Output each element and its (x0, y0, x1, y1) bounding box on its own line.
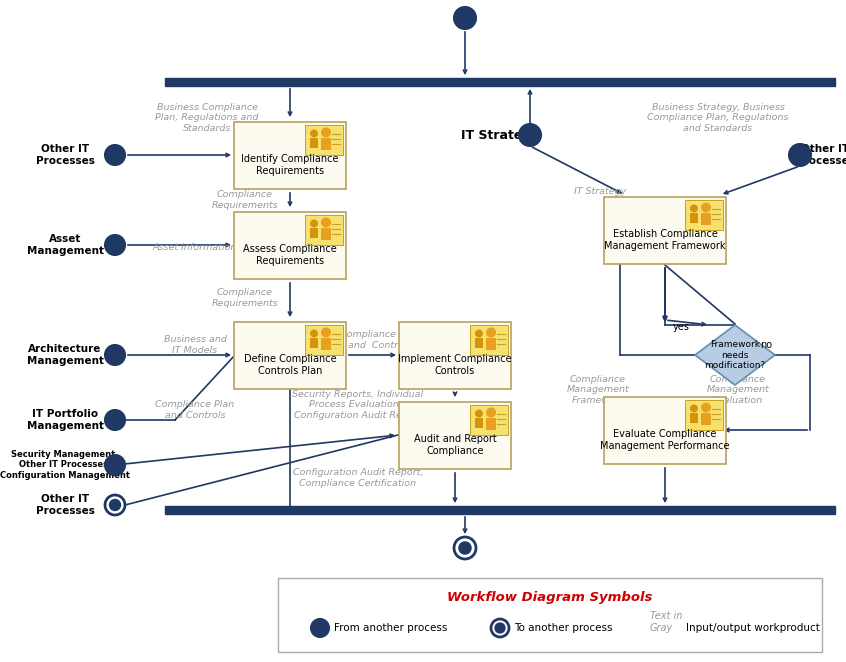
Circle shape (311, 619, 329, 637)
FancyBboxPatch shape (604, 197, 726, 263)
Text: Define Compliance
Controls Plan: Define Compliance Controls Plan (244, 354, 337, 376)
Circle shape (690, 205, 698, 213)
FancyBboxPatch shape (234, 122, 346, 189)
Circle shape (475, 410, 483, 418)
Text: From another process: From another process (334, 623, 448, 633)
Text: Assess Compliance
Requirements: Assess Compliance Requirements (243, 244, 337, 266)
Bar (475, 338, 483, 348)
FancyBboxPatch shape (470, 324, 508, 354)
FancyBboxPatch shape (399, 322, 511, 389)
FancyBboxPatch shape (278, 578, 822, 652)
FancyBboxPatch shape (685, 399, 723, 430)
Text: Compliance
Requirements: Compliance Requirements (212, 288, 278, 308)
Text: Other IT
Processes: Other IT Processes (36, 144, 95, 166)
Bar (690, 412, 698, 422)
Circle shape (475, 330, 483, 338)
Text: IT Strategy: IT Strategy (574, 187, 626, 197)
FancyBboxPatch shape (234, 322, 346, 389)
Circle shape (701, 203, 711, 213)
FancyBboxPatch shape (305, 124, 343, 154)
Circle shape (109, 500, 120, 510)
Text: Establish Compliance
Management Framework: Establish Compliance Management Framewor… (604, 229, 726, 251)
Bar (701, 213, 711, 224)
Text: Compliance
Management
Framework: Compliance Management Framework (567, 375, 629, 405)
FancyBboxPatch shape (685, 199, 723, 230)
Circle shape (105, 410, 125, 430)
FancyBboxPatch shape (305, 214, 343, 244)
Bar (475, 418, 483, 428)
Text: Compliance
Management
Evaluation: Compliance Management Evaluation (706, 375, 769, 405)
Text: Input/output workproduct: Input/output workproduct (686, 623, 820, 633)
Bar (486, 338, 496, 350)
Text: Asset
Management: Asset Management (26, 234, 103, 256)
Circle shape (321, 218, 331, 228)
Text: Text in
Gray: Text in Gray (650, 611, 683, 633)
Bar (165, 78, 835, 86)
Bar (310, 338, 318, 348)
Text: Implement Compliance
Controls: Implement Compliance Controls (398, 354, 512, 376)
Circle shape (310, 330, 318, 338)
Text: Business Strategy, Business
Compliance Plan, Regulations
and Standards: Business Strategy, Business Compliance P… (647, 103, 788, 133)
Circle shape (321, 328, 331, 338)
Text: Evaluate Compliance
Management Performance: Evaluate Compliance Management Performan… (601, 429, 730, 451)
Text: Architecture
Management: Architecture Management (26, 344, 103, 366)
Circle shape (454, 537, 476, 559)
Circle shape (519, 124, 541, 146)
FancyBboxPatch shape (470, 404, 508, 434)
Bar (321, 228, 331, 240)
Text: yes: yes (673, 322, 689, 332)
Text: IT Strategy: IT Strategy (461, 128, 539, 142)
Text: Workflow Diagram Symbols: Workflow Diagram Symbols (448, 592, 652, 604)
Circle shape (105, 145, 125, 165)
Circle shape (495, 623, 505, 633)
Circle shape (486, 408, 496, 418)
FancyBboxPatch shape (399, 401, 511, 469)
Circle shape (105, 495, 125, 515)
Text: Identify Compliance
Requirements: Identify Compliance Requirements (241, 154, 338, 176)
Bar (321, 138, 331, 150)
Circle shape (491, 619, 509, 637)
Text: no: no (760, 340, 772, 350)
Circle shape (105, 235, 125, 255)
Bar (690, 213, 698, 222)
Text: Other IT
Processes: Other IT Processes (36, 495, 95, 516)
Circle shape (701, 402, 711, 412)
FancyBboxPatch shape (604, 397, 726, 463)
Text: Configuration Audit Report,
Compliance Certification: Configuration Audit Report, Compliance C… (293, 468, 423, 488)
Text: Other IT
Processes: Other IT Processes (795, 144, 846, 166)
Circle shape (321, 128, 331, 138)
Text: Security Management,
Other IT Processes,
Configuration Management: Security Management, Other IT Processes,… (0, 450, 130, 480)
Text: Compliance
Requirements: Compliance Requirements (212, 190, 278, 210)
Circle shape (310, 220, 318, 228)
Text: Business Compliance
Plan, Regulations and
Standards: Business Compliance Plan, Regulations an… (156, 103, 259, 133)
FancyBboxPatch shape (305, 324, 343, 354)
Circle shape (310, 130, 318, 138)
Text: Framework
needs
modification?: Framework needs modification? (705, 340, 766, 370)
Text: To another process: To another process (514, 623, 613, 633)
Bar (321, 338, 331, 350)
FancyBboxPatch shape (234, 211, 346, 279)
Circle shape (105, 345, 125, 365)
Circle shape (486, 328, 496, 338)
Bar (165, 506, 835, 514)
Circle shape (454, 7, 476, 29)
Text: Compliance Plan
and Controls: Compliance Plan and Controls (156, 401, 234, 420)
Circle shape (789, 144, 811, 166)
Text: Business and
IT Models: Business and IT Models (163, 335, 227, 355)
Text: Asset Information: Asset Information (153, 244, 237, 252)
Circle shape (459, 542, 471, 554)
Polygon shape (695, 325, 775, 385)
Circle shape (690, 404, 698, 412)
Text: Compliance Plan
and  Controls: Compliance Plan and Controls (340, 330, 420, 350)
Bar (701, 412, 711, 424)
Bar (310, 228, 318, 238)
Text: Security Reports, Individual
Process Evaluations,
Configuration Audit Report: Security Reports, Individual Process Eva… (293, 390, 424, 420)
Text: IT Portfolio
Management: IT Portfolio Management (26, 409, 103, 431)
Bar (486, 418, 496, 430)
Text: Audit and Report
Compliance: Audit and Report Compliance (414, 434, 497, 456)
Bar (310, 138, 318, 148)
Circle shape (105, 455, 125, 475)
